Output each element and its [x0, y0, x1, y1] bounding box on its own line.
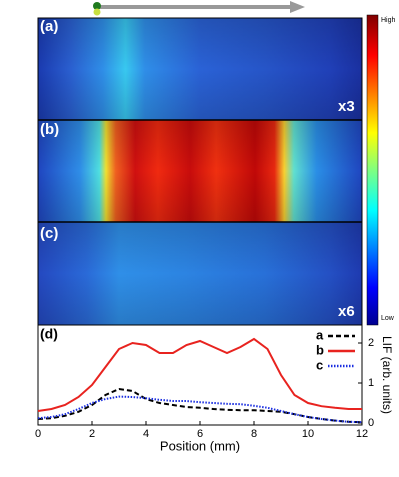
legend-label: c: [316, 357, 323, 372]
colorbar-low: Low: [381, 315, 395, 322]
y-tick-label: 2: [368, 337, 374, 349]
x-axis-label: Position (mm): [160, 438, 240, 453]
x-tick-label: 12: [356, 428, 368, 440]
colorbar: [366, 14, 379, 326]
y-tick-label: 1: [368, 377, 374, 389]
heatmap-shade: [38, 120, 362, 222]
panel-label: (d): [40, 326, 58, 342]
panel-label: (b): [40, 121, 59, 138]
arrow-head: [290, 1, 305, 13]
heatmap-shade: [38, 18, 362, 120]
x-tick-label: 8: [251, 428, 257, 440]
legend-label: a: [316, 327, 324, 342]
x-tick-label: 6: [197, 428, 203, 440]
series-line: [37, 395, 363, 424]
legend-label: b: [316, 342, 324, 357]
marker-dot: [93, 8, 101, 16]
scale-label: x6: [338, 303, 355, 320]
series-line: [37, 337, 362, 412]
y-axis-label: LIF (arb. units): [380, 336, 394, 414]
series-line: [37, 387, 363, 424]
panel-label: (a): [40, 18, 58, 35]
x-tick-label: 0: [35, 428, 41, 440]
panel-label: (c): [40, 225, 58, 242]
heatmap-shade: [38, 222, 362, 325]
colorbar-high: High: [381, 17, 396, 24]
x-tick-label: 10: [302, 428, 314, 440]
y-tick-label: 0: [368, 417, 374, 429]
x-tick-label: 2: [89, 428, 95, 440]
scale-label: x3: [338, 98, 355, 115]
marker-dot: [93, 2, 101, 10]
x-tick-label: 4: [143, 428, 149, 440]
